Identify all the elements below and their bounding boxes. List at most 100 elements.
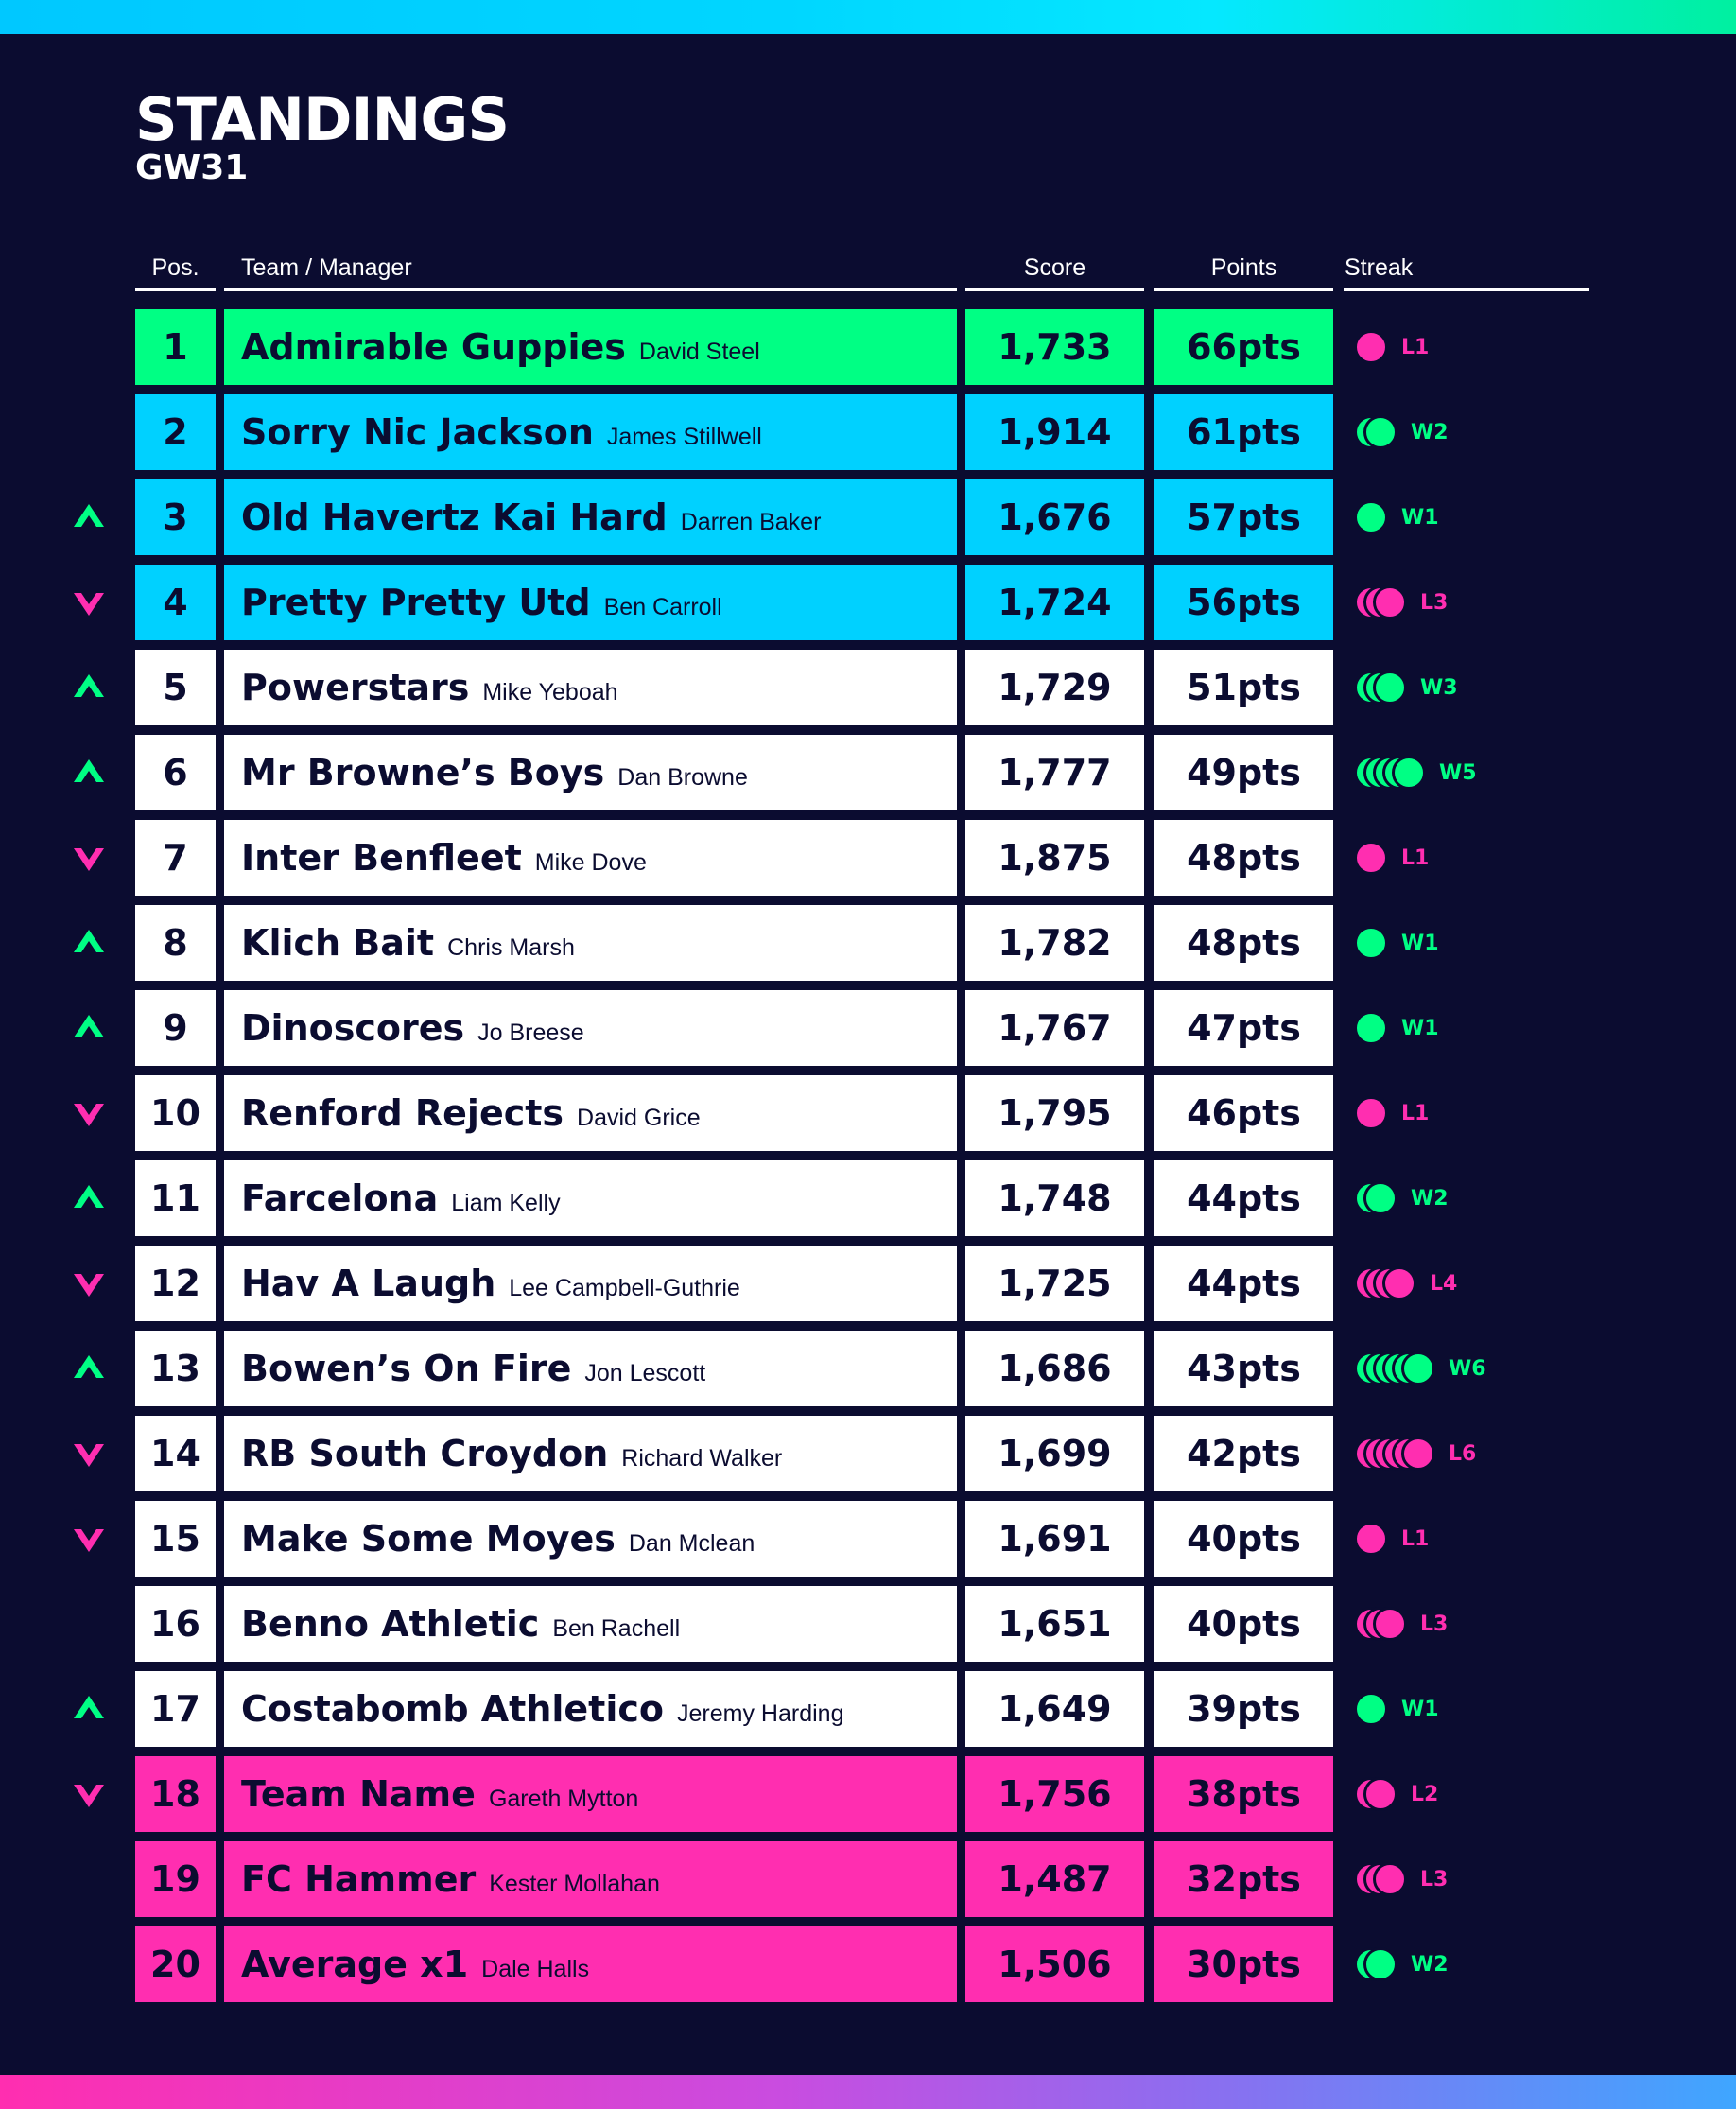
manager-name: Dan Mclean xyxy=(628,1529,755,1557)
score-cell: 1,649 xyxy=(965,1671,1144,1747)
table-row[interactable]: 9 Dinoscores Jo Breese 1,767 47pts W1 xyxy=(0,990,1736,1066)
table-row[interactable]: 5 Powerstars Mike Yeboah 1,729 51pts W3 xyxy=(0,650,1736,725)
manager-name: Chris Marsh xyxy=(447,933,575,961)
streak-indicator xyxy=(1354,330,1388,364)
team-manager-cell[interactable]: Admirable Guppies David Steel xyxy=(224,309,957,385)
score-cell: 1,733 xyxy=(965,309,1144,385)
streak-cell: W5 xyxy=(1354,735,1638,810)
team-manager-cell[interactable]: Sorry Nic Jackson James Stillwell xyxy=(224,394,957,470)
table-row[interactable]: 20 Average x1 Dale Halls 1,506 30pts W2 xyxy=(0,1926,1736,2002)
position-cell: 14 xyxy=(135,1416,216,1491)
position-cell: 17 xyxy=(135,1671,216,1747)
team-manager-cell[interactable]: FC Hammer Kester Mollahan xyxy=(224,1841,957,1917)
score-cell: 1,782 xyxy=(965,905,1144,981)
team-manager-cell[interactable]: Farcelona Liam Kelly xyxy=(224,1160,957,1236)
team-name: RB South Croydon xyxy=(241,1433,609,1474)
position-cell: 15 xyxy=(135,1501,216,1577)
score-cell: 1,767 xyxy=(965,990,1144,1066)
team-manager-cell[interactable]: Average x1 Dale Halls xyxy=(224,1926,957,2002)
points-cell: 44pts xyxy=(1154,1246,1333,1321)
streak-cell: W6 xyxy=(1354,1331,1638,1406)
table-row[interactable]: 1 Admirable Guppies David Steel 1,733 66pts L… xyxy=(0,309,1736,385)
team-manager-cell[interactable]: Make Some Moyes Dan Mclean xyxy=(224,1501,957,1577)
down-arrow-icon xyxy=(74,1529,104,1552)
manager-name: Lee Campbell-Guthrie xyxy=(509,1274,740,1301)
team-manager-cell[interactable]: RB South Croydon Richard Walker xyxy=(224,1416,957,1491)
table-row[interactable]: 2 Sorry Nic Jackson James Stillwell 1,914 61… xyxy=(0,394,1736,470)
score-cell: 1,676 xyxy=(965,479,1144,555)
table-row[interactable]: 3 Old Havertz Kai Hard Darren Baker 1,676 57… xyxy=(0,479,1736,555)
streak-label: W2 xyxy=(1411,1952,1449,1977)
points-cell: 39pts xyxy=(1154,1671,1333,1747)
team-name: Team Name xyxy=(241,1773,476,1815)
table-row[interactable]: 15 Make Some Moyes Dan Mclean 1,691 40pts L1 xyxy=(0,1501,1736,1577)
manager-name: Kester Mollahan xyxy=(489,1870,660,1897)
score-cell: 1,914 xyxy=(965,394,1144,470)
header-points: Points xyxy=(1154,248,1333,291)
down-arrow-icon xyxy=(74,1444,104,1467)
table-row[interactable]: 8 Klich Bait Chris Marsh 1,782 48pts W1 xyxy=(0,905,1736,981)
team-manager-cell[interactable]: Bowen’s On Fire Jon Lescott xyxy=(224,1331,957,1406)
score-cell: 1,506 xyxy=(965,1926,1144,2002)
team-name: Pretty Pretty Utd xyxy=(241,582,591,623)
streak-indicator xyxy=(1354,1862,1407,1896)
team-manager-cell[interactable]: Hav A Laugh Lee Campbell-Guthrie xyxy=(224,1246,957,1321)
down-arrow-icon xyxy=(74,1104,104,1126)
streak-dot-icon xyxy=(1354,841,1388,875)
table-row[interactable]: 11 Farcelona Liam Kelly 1,748 44pts W2 xyxy=(0,1160,1736,1236)
team-manager-cell[interactable]: Mr Browne’s Boys Dan Browne xyxy=(224,735,957,810)
position-cell: 19 xyxy=(135,1841,216,1917)
streak-indicator xyxy=(1354,1351,1435,1386)
streak-label: L1 xyxy=(1401,335,1430,359)
team-name: Dinoscores xyxy=(241,1007,465,1049)
streak-cell: L1 xyxy=(1354,309,1638,385)
streak-indicator xyxy=(1354,926,1388,960)
table-row[interactable]: 4 Pretty Pretty Utd Ben Carroll 1,724 56pts L… xyxy=(0,565,1736,640)
table-row[interactable]: 13 Bowen’s On Fire Jon Lescott 1,686 43pts W6 xyxy=(0,1331,1736,1406)
streak-cell: W1 xyxy=(1354,905,1638,981)
streak-label: L1 xyxy=(1401,1101,1430,1125)
points-cell: 48pts xyxy=(1154,820,1333,896)
position-cell: 16 xyxy=(135,1586,216,1662)
table-row[interactable]: 7 Inter Benfleet Mike Dove 1,875 48pts L1 xyxy=(0,820,1736,896)
streak-indicator xyxy=(1354,1777,1397,1811)
header-team-manager: Team / Manager xyxy=(224,248,957,291)
streak-label: L1 xyxy=(1401,845,1430,870)
streak-dot-icon xyxy=(1363,1777,1397,1811)
team-name: Hav A Laugh xyxy=(241,1263,496,1304)
team-manager-cell[interactable]: Pretty Pretty Utd Ben Carroll xyxy=(224,565,957,640)
team-manager-cell[interactable]: Benno Athletic Ben Rachell xyxy=(224,1586,957,1662)
team-manager-cell[interactable]: Dinoscores Jo Breese xyxy=(224,990,957,1066)
table-row[interactable]: 6 Mr Browne’s Boys Dan Browne 1,777 49pts W5 xyxy=(0,735,1736,810)
header-streak: Streak xyxy=(1344,248,1589,291)
position-cell: 2 xyxy=(135,394,216,470)
manager-name: Jeremy Harding xyxy=(677,1699,844,1727)
streak-dot-icon xyxy=(1354,1522,1388,1556)
table-row[interactable]: 17 Costabomb Athletico Jeremy Harding 1,649… xyxy=(0,1671,1736,1747)
team-manager-cell[interactable]: Klich Bait Chris Marsh xyxy=(224,905,957,981)
table-row[interactable]: 14 RB South Croydon Richard Walker 1,699 42p… xyxy=(0,1416,1736,1491)
team-manager-cell[interactable]: Renford Rejects David Grice xyxy=(224,1075,957,1151)
streak-cell: L1 xyxy=(1354,820,1638,896)
streak-label: W3 xyxy=(1420,675,1458,700)
team-manager-cell[interactable]: Old Havertz Kai Hard Darren Baker xyxy=(224,479,957,555)
team-manager-cell[interactable]: Inter Benfleet Mike Dove xyxy=(224,820,957,896)
points-cell: 57pts xyxy=(1154,479,1333,555)
team-manager-cell[interactable]: Powerstars Mike Yeboah xyxy=(224,650,957,725)
manager-name: Jon Lescott xyxy=(584,1359,706,1386)
table-row[interactable]: 19 FC Hammer Kester Mollahan 1,487 32pts L3 xyxy=(0,1841,1736,1917)
manager-name: Liam Kelly xyxy=(451,1189,561,1216)
streak-cell: L2 xyxy=(1354,1756,1638,1832)
header-pos: Pos. xyxy=(135,248,216,291)
streak-cell: L1 xyxy=(1354,1501,1638,1577)
team-manager-cell[interactable]: Team Name Gareth Mytton xyxy=(224,1756,957,1832)
points-cell: 56pts xyxy=(1154,565,1333,640)
team-manager-cell[interactable]: Costabomb Athletico Jeremy Harding xyxy=(224,1671,957,1747)
streak-indicator xyxy=(1354,671,1407,705)
table-row[interactable]: 10 Renford Rejects David Grice 1,795 46pts L1 xyxy=(0,1075,1736,1151)
table-row[interactable]: 16 Benno Athletic Ben Rachell 1,651 40pts L3 xyxy=(0,1586,1736,1662)
table-row[interactable]: 18 Team Name Gareth Mytton 1,756 38pts L2 xyxy=(0,1756,1736,1832)
table-row[interactable]: 12 Hav A Laugh Lee Campbell-Guthrie 1,725 44… xyxy=(0,1246,1736,1321)
team-name: Sorry Nic Jackson xyxy=(241,411,594,453)
points-cell: 43pts xyxy=(1154,1331,1333,1406)
